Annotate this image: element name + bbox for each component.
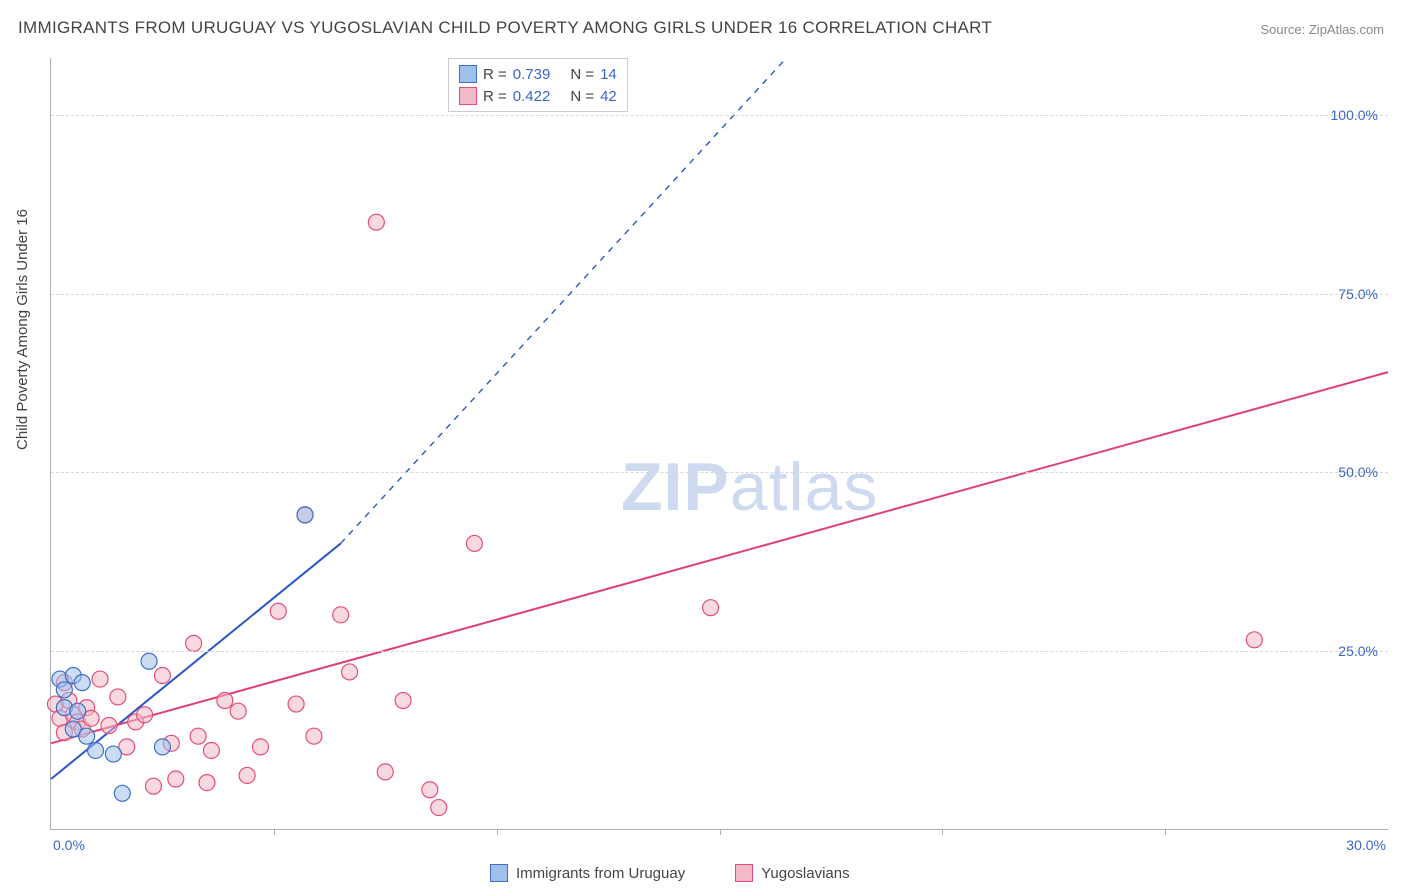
source-label: Source: ZipAtlas.com xyxy=(1260,22,1384,37)
scatter-point xyxy=(333,607,349,623)
legend-series-item: Yugoslavians xyxy=(735,864,849,882)
legend-swatch xyxy=(459,65,477,83)
x-tick-label: 0.0% xyxy=(53,837,85,853)
y-tick-label: 25.0% xyxy=(1338,643,1378,659)
x-tick-mark xyxy=(274,829,275,835)
chart-title: IMMIGRANTS FROM URUGUAY VS YUGOSLAVIAN C… xyxy=(18,18,992,38)
scatter-point xyxy=(74,675,90,691)
scatter-point xyxy=(101,717,117,733)
legend-series: Immigrants from Uruguay Yugoslavians xyxy=(490,864,850,882)
scatter-point xyxy=(203,742,219,758)
r-value: 0.422 xyxy=(513,88,551,105)
trend-line xyxy=(51,372,1388,743)
n-label: N = xyxy=(570,88,594,105)
scatter-point xyxy=(252,739,268,755)
legend-series-label: Immigrants from Uruguay xyxy=(516,865,685,882)
n-value: 42 xyxy=(600,88,617,105)
legend-swatch xyxy=(459,87,477,105)
scatter-point xyxy=(88,742,104,758)
y-axis-label: Child Poverty Among Girls Under 16 xyxy=(14,209,31,450)
scatter-point xyxy=(190,728,206,744)
legend-stat-row: R = 0.739 N = 14 xyxy=(459,63,617,85)
scatter-point xyxy=(137,707,153,723)
trend-line-dashed xyxy=(341,58,787,543)
grid-line-h xyxy=(51,651,1388,652)
y-tick-label: 75.0% xyxy=(1338,286,1378,302)
scatter-point xyxy=(377,764,393,780)
scatter-point xyxy=(270,603,286,619)
x-tick-mark xyxy=(942,829,943,835)
plot-area: ZIPatlas 25.0%50.0%75.0%100.0%0.0%30.0% xyxy=(50,58,1388,830)
scatter-point xyxy=(239,767,255,783)
r-label: R = xyxy=(483,88,507,105)
scatter-point xyxy=(288,696,304,712)
scatter-point xyxy=(141,653,157,669)
x-tick-mark xyxy=(720,829,721,835)
x-tick-label: 30.0% xyxy=(1346,837,1386,853)
scatter-point xyxy=(230,703,246,719)
legend-series-item: Immigrants from Uruguay xyxy=(490,864,685,882)
scatter-point xyxy=(186,635,202,651)
r-label: R = xyxy=(483,66,507,83)
scatter-point xyxy=(395,693,411,709)
scatter-point xyxy=(466,535,482,551)
scatter-point xyxy=(199,775,215,791)
r-value: 0.739 xyxy=(513,66,551,83)
scatter-point xyxy=(154,668,170,684)
scatter-point xyxy=(70,703,86,719)
scatter-point xyxy=(146,778,162,794)
scatter-point xyxy=(56,682,72,698)
scatter-point xyxy=(168,771,184,787)
scatter-point xyxy=(114,785,130,801)
grid-line-h xyxy=(51,294,1388,295)
scatter-point xyxy=(105,746,121,762)
plot-svg xyxy=(51,58,1388,829)
legend-swatch xyxy=(735,864,753,882)
scatter-point xyxy=(342,664,358,680)
scatter-point xyxy=(297,507,313,523)
scatter-point xyxy=(217,693,233,709)
n-value: 14 xyxy=(600,66,617,83)
legend-series-label: Yugoslavians xyxy=(761,865,849,882)
scatter-point xyxy=(703,600,719,616)
n-label: N = xyxy=(570,66,594,83)
scatter-point xyxy=(422,782,438,798)
scatter-point xyxy=(79,728,95,744)
scatter-point xyxy=(1246,632,1262,648)
scatter-point xyxy=(92,671,108,687)
y-tick-label: 50.0% xyxy=(1338,464,1378,480)
legend-stats: R = 0.739 N = 14 R = 0.422 N = 42 xyxy=(448,58,628,112)
scatter-point xyxy=(431,800,447,816)
scatter-point xyxy=(154,739,170,755)
scatter-point xyxy=(110,689,126,705)
scatter-point xyxy=(368,214,384,230)
legend-swatch xyxy=(490,864,508,882)
grid-line-h xyxy=(51,472,1388,473)
legend-stat-row: R = 0.422 N = 42 xyxy=(459,85,617,107)
grid-line-h xyxy=(51,115,1388,116)
y-tick-label: 100.0% xyxy=(1331,107,1378,123)
x-tick-mark xyxy=(497,829,498,835)
scatter-point xyxy=(306,728,322,744)
x-tick-mark xyxy=(1165,829,1166,835)
